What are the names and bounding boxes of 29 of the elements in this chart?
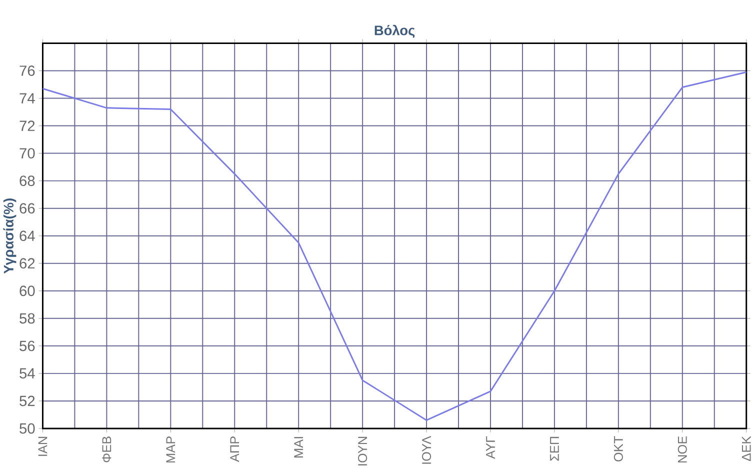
x-tick-label: ΙΟΥΛ	[422, 436, 432, 464]
x-tick-label: ΝΟΕ	[678, 436, 687, 463]
y-tick-label: 74	[20, 93, 35, 104]
y-tick-label: 52	[20, 396, 35, 406]
line-series	[42, 72, 746, 422]
x-tick-label: ΑΥΓ	[486, 436, 495, 460]
x-tick-label: ΙΑΝ	[38, 437, 48, 456]
y-tick-label: 64	[20, 230, 35, 242]
x-tick-label: ΙΟΥΝ	[358, 437, 368, 466]
x-tick-label: ΑΠΡ	[230, 436, 239, 462]
x-tick-label: ΟΚΤ	[614, 436, 623, 462]
y-tick-label: 72	[20, 120, 35, 132]
x-tick-label: ΜΑΡ	[166, 436, 176, 463]
y-tick-label: 60	[20, 286, 35, 296]
y-tick-label: 76	[20, 66, 35, 76]
y-axis-title: Υγρασία(%)	[3, 198, 16, 274]
y-tick-label: 68	[20, 176, 35, 186]
x-tick-label: ΣΕΠ	[550, 437, 559, 461]
y-tick-label: 66	[20, 203, 35, 214]
x-tick-label: ΜΑΙ	[294, 437, 303, 458]
y-tick-label: 70	[20, 148, 35, 159]
chart-title: Βόλος	[374, 25, 415, 38]
x-tick-label: ΔΕΚ	[742, 436, 751, 462]
x-tick-label: ΦΕΒ	[102, 436, 112, 462]
y-tick-label: 56	[20, 340, 35, 352]
y-tick-label: 54	[20, 368, 35, 379]
y-tick-label: 62	[20, 258, 35, 269]
y-tick-label: 58	[20, 313, 35, 324]
y-tick-label: 50	[20, 423, 35, 434]
